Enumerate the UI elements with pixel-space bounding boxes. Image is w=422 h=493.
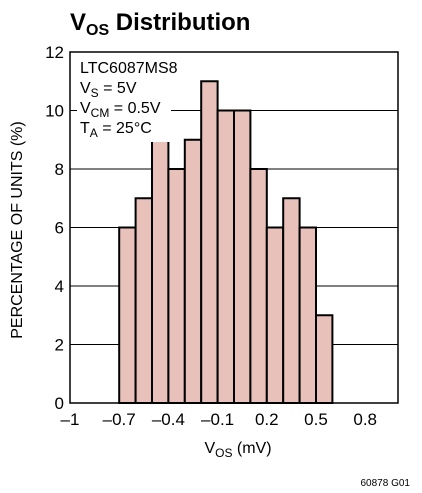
histogram-bar [265, 226, 285, 404]
histogram-bar [315, 314, 334, 404]
chart-title-subscript: OS [86, 22, 109, 39]
histogram-bar [216, 109, 236, 404]
histogram-bar [249, 168, 268, 404]
histogram-bar [282, 197, 301, 404]
y-tick-label: 12 [45, 43, 64, 62]
annotation-line: VS = 5V [80, 80, 137, 100]
figure-id: 60878 G01 [361, 478, 411, 489]
y-tick-label: 6 [55, 219, 64, 238]
y-tick-label: 0 [55, 394, 64, 413]
x-axis-label-subscript: OS [215, 446, 232, 460]
chart-title-rest: Distribution [109, 9, 250, 36]
y-tick-labels: 0 2 4 6 8 10 12 [45, 43, 64, 413]
chart-title-main: V [70, 9, 86, 36]
annotation-line: LTC6087MS8 [80, 60, 178, 77]
x-axis-label: VOS (mV) [204, 440, 271, 460]
annotation-line: VCM = 0.5V [80, 100, 161, 120]
annotation-line: TA = 25°C [80, 120, 152, 140]
histogram-bar [118, 226, 137, 404]
histogram-bar [200, 80, 219, 404]
x-tick-label: –0.4 [152, 410, 185, 429]
x-tick-label: 0.8 [353, 410, 377, 429]
y-tick-label: 10 [45, 102, 64, 121]
y-tick-label: 8 [55, 160, 64, 179]
histogram-bar [298, 226, 318, 404]
x-tick-label: –1 [61, 410, 80, 429]
x-axis-label-main: V [204, 440, 215, 457]
chart-title: VOS Distribution [70, 9, 250, 39]
x-tick-labels: –1 –0.7 –0.4 –0.1 0.2 0.5 0.8 [61, 410, 377, 429]
histogram-bar [151, 138, 170, 404]
x-tick-label: 0.5 [304, 410, 328, 429]
annotation-background [77, 56, 171, 142]
histogram-bar [183, 138, 203, 404]
x-tick-label: –0.1 [201, 410, 234, 429]
y-tick-label: 2 [55, 336, 64, 355]
x-tick-label: 0.2 [255, 410, 279, 429]
y-tick-label: 4 [55, 277, 64, 296]
histogram-bar [134, 197, 154, 404]
y-axis-label: PERCENTAGE OF UNITS (%) [9, 121, 26, 339]
histogram-bar [167, 168, 186, 404]
x-tick-label: –0.7 [103, 410, 136, 429]
x-axis-label-rest: (mV) [232, 440, 271, 457]
histogram-bar [233, 109, 252, 404]
plot-frame [69, 51, 399, 404]
